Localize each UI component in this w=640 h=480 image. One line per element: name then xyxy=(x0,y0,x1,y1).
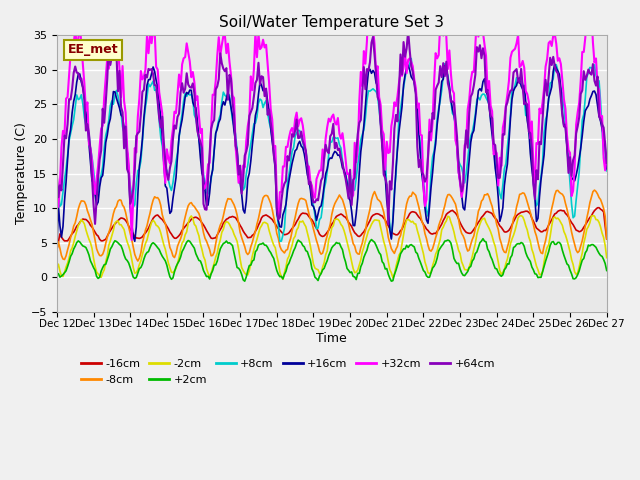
-16cm xyxy=(536,228,543,233)
+32cm xyxy=(157,100,164,106)
-8cm xyxy=(367,197,375,203)
+2cm xyxy=(479,236,487,241)
-16cm xyxy=(156,214,163,219)
-16cm xyxy=(366,217,374,223)
+64cm xyxy=(398,72,406,77)
+16cm xyxy=(551,61,559,67)
+32cm xyxy=(367,27,375,33)
+8cm xyxy=(398,96,406,101)
+64cm xyxy=(156,115,163,121)
+8cm xyxy=(386,223,394,228)
-2cm xyxy=(539,269,547,275)
+64cm xyxy=(68,86,76,92)
-2cm xyxy=(279,276,287,282)
Text: EE_met: EE_met xyxy=(68,43,118,56)
+2cm xyxy=(241,278,248,284)
+32cm xyxy=(386,149,394,155)
+8cm xyxy=(539,159,547,165)
+64cm xyxy=(385,221,392,227)
-8cm xyxy=(537,250,545,256)
+32cm xyxy=(537,110,545,116)
+2cm xyxy=(68,251,76,256)
Line: +8cm: +8cm xyxy=(57,59,607,241)
Title: Soil/Water Temperature Set 3: Soil/Water Temperature Set 3 xyxy=(220,15,444,30)
+64cm xyxy=(603,160,611,166)
+8cm xyxy=(407,56,415,61)
+16cm xyxy=(156,98,163,104)
-8cm xyxy=(386,240,394,246)
-8cm xyxy=(591,187,598,193)
+2cm xyxy=(398,248,406,254)
+16cm xyxy=(68,110,76,116)
+16cm xyxy=(366,66,374,72)
+64cm xyxy=(53,174,61,180)
Line: -2cm: -2cm xyxy=(57,216,607,279)
-16cm xyxy=(68,231,76,237)
Line: +64cm: +64cm xyxy=(57,31,607,224)
-8cm xyxy=(603,236,611,242)
+2cm xyxy=(53,271,61,277)
-2cm xyxy=(398,241,406,247)
Line: -8cm: -8cm xyxy=(57,190,607,261)
+8cm xyxy=(156,118,163,124)
+16cm xyxy=(536,194,543,200)
+8cm xyxy=(367,87,375,93)
-8cm xyxy=(134,258,141,264)
+32cm xyxy=(398,73,406,79)
-2cm xyxy=(367,221,375,227)
+8cm xyxy=(603,168,611,174)
+8cm xyxy=(53,211,61,216)
Legend: -16cm, -8cm, -2cm, +2cm, +8cm, +16cm, +32cm, +64cm: -16cm, -8cm, -2cm, +2cm, +8cm, +16cm, +3… xyxy=(76,355,499,389)
-2cm xyxy=(68,245,76,251)
+64cm xyxy=(366,60,374,65)
+64cm xyxy=(386,179,394,184)
+8cm xyxy=(68,123,76,129)
+64cm xyxy=(404,28,412,34)
+64cm xyxy=(539,116,547,122)
-8cm xyxy=(53,248,61,253)
+16cm xyxy=(53,245,61,251)
-2cm xyxy=(386,267,394,273)
-16cm xyxy=(385,223,392,228)
Line: +32cm: +32cm xyxy=(57,0,607,240)
-2cm xyxy=(53,265,61,271)
+16cm xyxy=(603,166,611,172)
+2cm xyxy=(386,276,394,281)
Y-axis label: Temperature (C): Temperature (C) xyxy=(15,122,28,225)
-2cm xyxy=(156,225,163,231)
-16cm xyxy=(397,228,404,234)
-2cm xyxy=(517,213,525,218)
+2cm xyxy=(367,237,375,242)
-8cm xyxy=(68,229,76,235)
+2cm xyxy=(603,268,611,274)
+32cm xyxy=(53,171,61,177)
-16cm xyxy=(53,247,61,253)
+32cm xyxy=(128,237,136,243)
+2cm xyxy=(156,247,163,252)
Line: +16cm: +16cm xyxy=(57,64,607,248)
+32cm xyxy=(603,151,611,156)
-16cm xyxy=(595,205,603,211)
-8cm xyxy=(398,226,406,231)
+32cm xyxy=(68,44,76,49)
Line: -16cm: -16cm xyxy=(57,208,607,250)
-8cm xyxy=(157,203,164,208)
X-axis label: Time: Time xyxy=(316,332,347,345)
+2cm xyxy=(539,269,547,275)
+8cm xyxy=(276,239,284,244)
+16cm xyxy=(397,117,404,122)
Line: +2cm: +2cm xyxy=(57,239,607,281)
-16cm xyxy=(603,236,611,242)
-2cm xyxy=(603,255,611,261)
+16cm xyxy=(385,209,392,215)
